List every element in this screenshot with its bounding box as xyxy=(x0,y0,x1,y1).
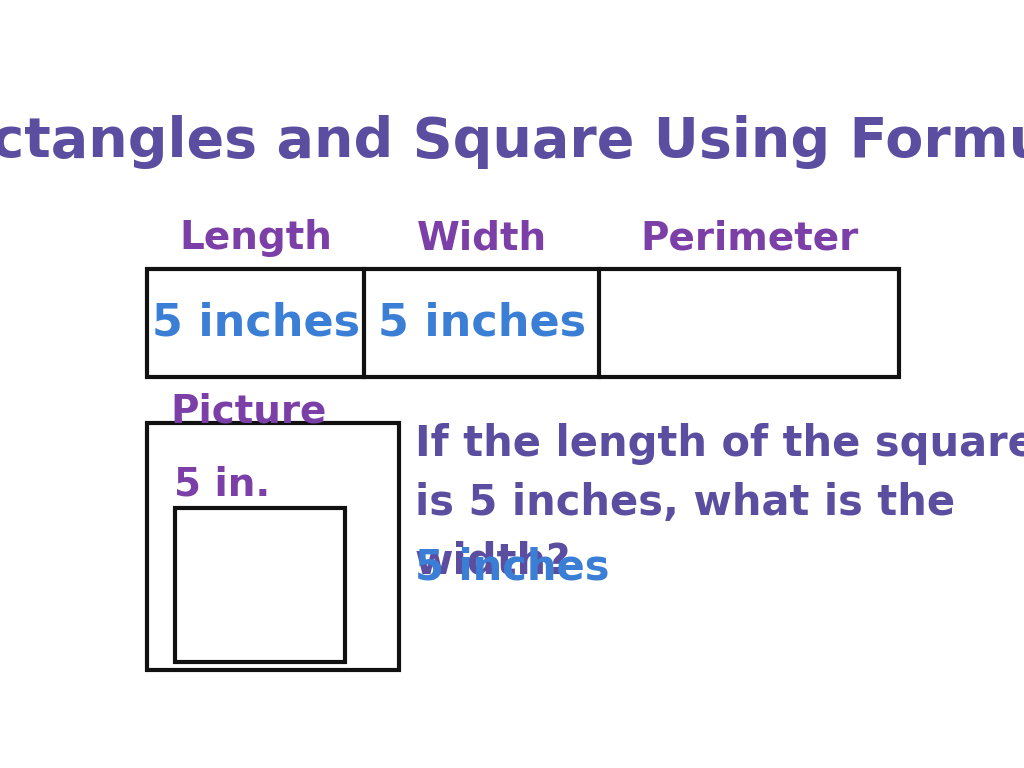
Text: Perimeter: Perimeter xyxy=(640,220,858,257)
Text: 5 inches: 5 inches xyxy=(415,547,609,588)
Text: 5 inches: 5 inches xyxy=(378,302,586,345)
Bar xyxy=(174,508,345,662)
Text: Length: Length xyxy=(179,220,333,257)
Text: 5 in.: 5 in. xyxy=(174,466,270,504)
Text: 5 inches: 5 inches xyxy=(152,302,360,345)
Bar xyxy=(147,270,899,377)
Text: Picture: Picture xyxy=(170,392,327,431)
Bar xyxy=(147,423,399,670)
Text: Rectangles and Square Using Formulas: Rectangles and Square Using Formulas xyxy=(0,115,1024,169)
Text: If the length of the square
is 5 inches, what is the
width?: If the length of the square is 5 inches,… xyxy=(415,423,1024,582)
Text: Width: Width xyxy=(417,220,547,257)
